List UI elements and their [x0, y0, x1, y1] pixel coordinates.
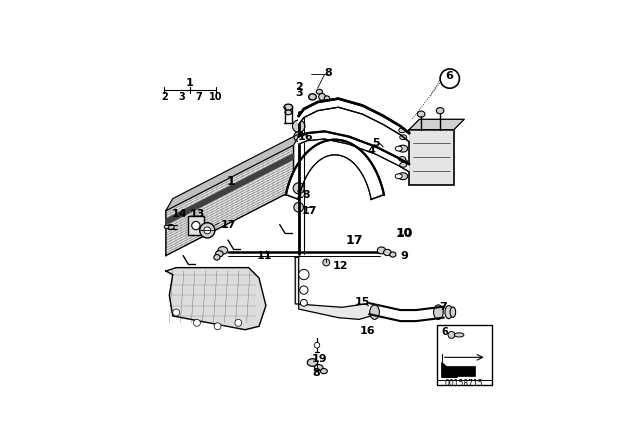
Ellipse shape: [164, 225, 169, 228]
Polygon shape: [299, 131, 409, 172]
Ellipse shape: [396, 146, 402, 151]
Text: 12: 12: [332, 261, 348, 271]
Text: 7: 7: [195, 92, 202, 102]
Circle shape: [192, 221, 200, 230]
Ellipse shape: [167, 224, 174, 229]
Text: 13: 13: [189, 209, 205, 219]
Text: 00158715: 00158715: [445, 379, 484, 388]
Ellipse shape: [433, 305, 444, 319]
Text: 5: 5: [372, 138, 380, 148]
Ellipse shape: [399, 128, 406, 133]
Text: 1: 1: [227, 175, 236, 188]
Circle shape: [193, 319, 200, 326]
Circle shape: [292, 120, 305, 133]
Ellipse shape: [396, 160, 402, 165]
Text: 9: 9: [400, 250, 408, 261]
Polygon shape: [369, 303, 444, 321]
Circle shape: [448, 332, 455, 338]
Ellipse shape: [436, 108, 444, 114]
Text: 11: 11: [257, 250, 272, 261]
Circle shape: [204, 227, 211, 234]
Circle shape: [200, 223, 215, 238]
Ellipse shape: [321, 369, 327, 374]
Text: 2: 2: [161, 92, 168, 102]
Circle shape: [300, 299, 307, 306]
Text: 17: 17: [301, 206, 317, 216]
Circle shape: [214, 323, 221, 330]
Polygon shape: [295, 257, 371, 319]
Ellipse shape: [308, 94, 316, 100]
Ellipse shape: [398, 145, 408, 152]
Polygon shape: [286, 140, 384, 199]
Ellipse shape: [396, 174, 402, 179]
Ellipse shape: [216, 251, 223, 257]
Polygon shape: [299, 99, 409, 142]
Ellipse shape: [307, 359, 317, 366]
Polygon shape: [166, 145, 294, 255]
Circle shape: [173, 309, 180, 316]
Circle shape: [300, 286, 308, 294]
Text: 2: 2: [295, 82, 303, 91]
Ellipse shape: [399, 156, 406, 161]
Ellipse shape: [316, 89, 323, 94]
Bar: [444, 366, 475, 376]
Circle shape: [293, 183, 304, 194]
Circle shape: [235, 319, 242, 326]
Ellipse shape: [454, 333, 464, 337]
Text: 7: 7: [440, 302, 447, 312]
Circle shape: [294, 132, 303, 142]
Circle shape: [440, 69, 460, 88]
Ellipse shape: [398, 173, 408, 180]
Ellipse shape: [370, 305, 380, 319]
Ellipse shape: [390, 252, 396, 257]
Text: 17: 17: [345, 233, 363, 246]
Ellipse shape: [400, 163, 406, 167]
Text: 16: 16: [360, 327, 376, 336]
Text: 10: 10: [209, 92, 223, 102]
Circle shape: [324, 96, 330, 101]
Circle shape: [319, 94, 326, 100]
Circle shape: [323, 259, 330, 266]
Text: 6: 6: [445, 71, 452, 81]
Ellipse shape: [398, 159, 408, 166]
Bar: [409, 129, 454, 185]
Text: 10: 10: [395, 227, 413, 240]
Ellipse shape: [284, 104, 292, 110]
Ellipse shape: [285, 110, 292, 115]
Ellipse shape: [383, 250, 391, 255]
Polygon shape: [166, 267, 266, 330]
Ellipse shape: [314, 365, 323, 371]
Ellipse shape: [400, 135, 406, 140]
Circle shape: [294, 202, 303, 212]
Text: 8: 8: [312, 368, 320, 378]
Text: 16: 16: [298, 132, 314, 142]
Text: 3: 3: [178, 92, 185, 102]
Ellipse shape: [445, 306, 452, 319]
Polygon shape: [442, 362, 458, 377]
Polygon shape: [409, 119, 464, 129]
Bar: [436, 324, 492, 385]
Text: 8: 8: [324, 68, 332, 78]
Ellipse shape: [214, 254, 220, 260]
Circle shape: [299, 269, 309, 280]
Text: 18: 18: [296, 190, 312, 200]
Ellipse shape: [417, 111, 425, 117]
Text: 4: 4: [367, 146, 375, 156]
Text: 3: 3: [295, 88, 303, 99]
Text: 1: 1: [186, 78, 194, 88]
Bar: [188, 216, 204, 235]
Text: 6: 6: [441, 327, 447, 337]
Text: 19: 19: [312, 354, 327, 364]
Ellipse shape: [378, 247, 386, 254]
Text: 14: 14: [172, 209, 188, 219]
Text: 10: 10: [396, 228, 412, 238]
Ellipse shape: [218, 246, 228, 254]
Circle shape: [314, 342, 320, 348]
Text: 17: 17: [220, 220, 236, 229]
Ellipse shape: [450, 307, 456, 317]
Polygon shape: [166, 154, 294, 224]
Text: 15: 15: [355, 297, 370, 307]
Polygon shape: [166, 133, 300, 211]
